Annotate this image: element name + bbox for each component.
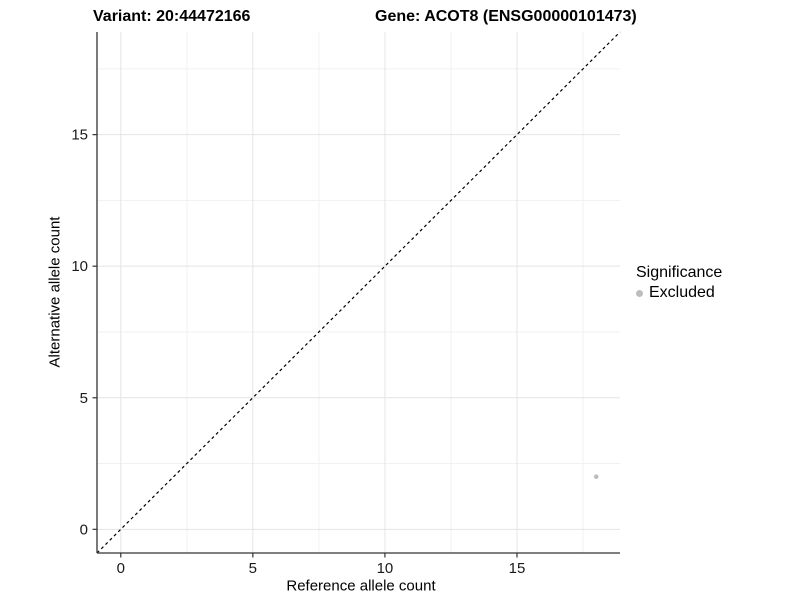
y-tick-label: 5 [80,390,88,407]
y-tick-label: 15 [71,127,88,144]
legend-point-icon [636,289,643,297]
legend-entry-label: Excluded [649,284,715,301]
x-tick-label: 0 [117,560,125,577]
data-point [593,474,599,479]
identity-line [96,31,621,554]
gene-title: Gene: ACOT8 (ENSG00000101473) [375,8,637,25]
legend-entry: Excluded [636,284,722,302]
x-tick-label: 10 [377,560,394,577]
y-tick-label: 0 [80,521,88,538]
legend-title: Significance [636,264,723,281]
x-tick-label: 15 [509,560,526,577]
legend: Significance Excluded [636,264,722,302]
variant-title: Variant: 20:44472166 [93,8,251,25]
y-tick-label: 10 [71,258,88,275]
x-tick-label: 5 [249,560,257,577]
y-axis-title: Alternative allele count [46,216,64,368]
x-axis-title: Reference allele count [286,577,436,595]
